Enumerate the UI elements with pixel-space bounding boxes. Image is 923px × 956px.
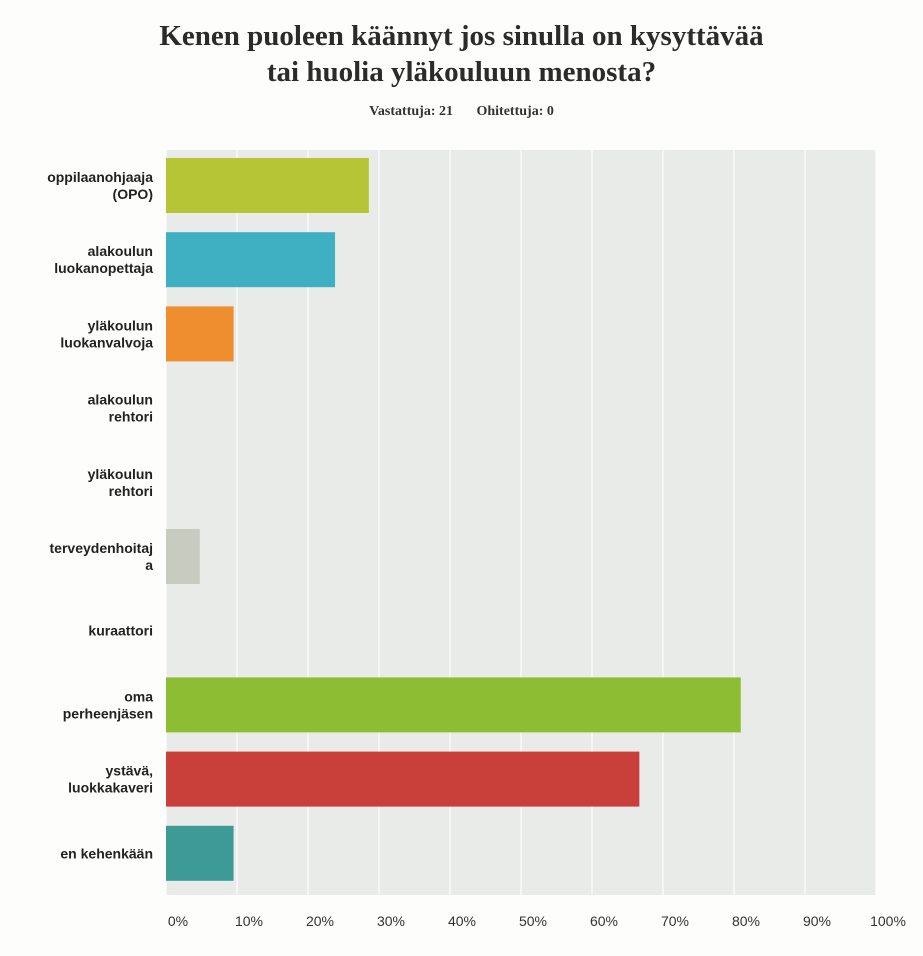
x-tick-label: 60% [590, 913, 618, 929]
bar [166, 232, 336, 288]
bar [166, 825, 234, 881]
category-label: alakoulun luokanopettaja [54, 243, 153, 276]
x-tick-labels: 0% 10% 20% 30% 40% 50% 60% 70% 80% 90% 100% [168, 913, 906, 929]
chart-title-line-1: Kenen puoleen käännyt jos sinulla on kys… [159, 20, 764, 52]
x-tick-label: 50% [519, 913, 547, 929]
bar [166, 158, 369, 213]
category-label: oppilaanohjaaja (OPO) [47, 169, 153, 202]
category-label: terveydenhoitaj a [50, 540, 154, 573]
bar [166, 306, 234, 362]
category-label: oma perheenjäsen [63, 688, 153, 721]
bar [166, 751, 640, 807]
category-label: yläkoulun rehtori [88, 466, 153, 499]
answered-count: Vastattuja: 21 [369, 104, 453, 119]
category-label: en kehenkään [60, 845, 153, 861]
category-label: kuraattori [88, 623, 153, 639]
x-tick-label: 100% [870, 913, 906, 929]
x-tick-label: 10% [235, 913, 263, 929]
category-label: ystävä, luokkakaveri [68, 763, 153, 796]
category-labels: oppilaanohjaaja (OPO) alakoulun luokanopett… [47, 169, 153, 861]
bars [166, 158, 741, 881]
x-tick-label: 30% [377, 913, 405, 929]
x-tick-label: 0% [168, 913, 188, 929]
bar [166, 677, 741, 733]
response-stats: Vastattuja: 21 Ohitettuja: 0 [0, 104, 923, 120]
category-label: alakoulun rehtori [88, 392, 153, 425]
chart-title: Kenen puoleen käännyt jos sinulla on kys… [0, 18, 923, 90]
skipped-count: Ohitettuja: 0 [476, 104, 554, 119]
x-tick-label: 40% [448, 913, 476, 929]
chart-title-line-2: tai huolia yläkouluun menosta? [266, 56, 657, 88]
x-tick-label: 80% [732, 913, 760, 929]
x-tick-label: 70% [661, 913, 689, 929]
bar [166, 529, 200, 584]
category-label: yläkoulun luokanvalvoja [60, 317, 153, 350]
x-tick-label: 20% [306, 913, 334, 929]
x-tick-label: 90% [803, 913, 831, 929]
